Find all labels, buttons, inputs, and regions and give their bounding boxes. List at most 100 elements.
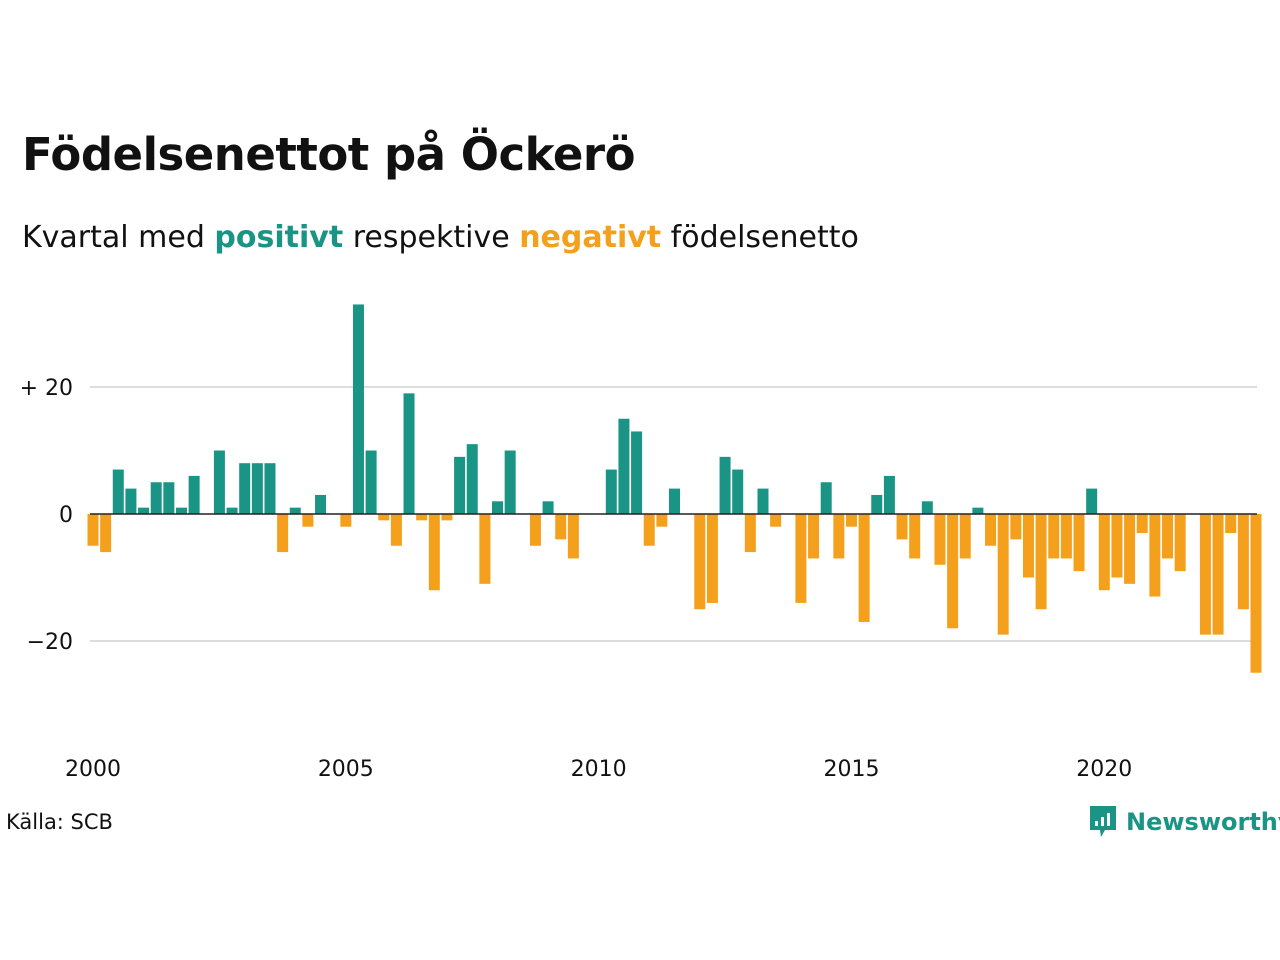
bar-negative bbox=[808, 514, 820, 559]
bar-negative bbox=[1022, 514, 1034, 578]
y-tick-label: −20 bbox=[27, 630, 73, 655]
bar-positive bbox=[1086, 488, 1098, 514]
bar-negative bbox=[833, 514, 845, 559]
bar-positive bbox=[883, 475, 895, 514]
bar-negative bbox=[1073, 514, 1085, 572]
y-tick-label: + 20 bbox=[20, 376, 73, 401]
bar-positive bbox=[757, 488, 769, 514]
brand-name: Newsworthy bbox=[1126, 808, 1280, 836]
bar-negative bbox=[947, 514, 959, 629]
bar-positive bbox=[315, 494, 327, 514]
bar-negative bbox=[441, 514, 453, 521]
subtitle-prefix: Kvartal med bbox=[22, 220, 215, 255]
bar-positive bbox=[732, 469, 744, 514]
bar-positive bbox=[871, 494, 883, 514]
bar-negative bbox=[656, 514, 668, 527]
bar-negative bbox=[1035, 514, 1047, 610]
bar-negative bbox=[1237, 514, 1249, 610]
bar-positive bbox=[352, 304, 364, 514]
bar-negative bbox=[567, 514, 579, 559]
bar-negative bbox=[1174, 514, 1186, 572]
bar-negative bbox=[100, 514, 112, 553]
bar-positive bbox=[264, 463, 276, 514]
bar-positive bbox=[820, 482, 832, 514]
bar-negative bbox=[858, 514, 870, 622]
bar-positive bbox=[125, 488, 137, 514]
bar-positive bbox=[365, 450, 377, 514]
bar-layer bbox=[87, 304, 1262, 673]
y-tick-label: 0 bbox=[59, 503, 73, 528]
bar-negative bbox=[909, 514, 921, 559]
bar-positive bbox=[150, 482, 162, 514]
bar-negative bbox=[694, 514, 706, 610]
bar-negative bbox=[959, 514, 971, 559]
bar-positive bbox=[226, 507, 238, 514]
bar-positive bbox=[138, 507, 150, 514]
bar-positive bbox=[492, 501, 504, 514]
chart-title: Födelsenettot på Öckerö bbox=[22, 128, 636, 181]
bar-negative bbox=[1010, 514, 1022, 540]
bar-negative bbox=[896, 514, 908, 540]
bar-positive bbox=[618, 418, 630, 514]
bar-positive bbox=[403, 393, 415, 514]
bar-positive bbox=[921, 501, 933, 514]
bar-negative bbox=[428, 514, 440, 591]
x-tick-label: 2010 bbox=[571, 757, 627, 782]
bar-positive bbox=[112, 469, 124, 514]
subtitle-negative: negativt bbox=[519, 220, 662, 255]
bar-negative bbox=[378, 514, 390, 521]
bar-negative bbox=[1111, 514, 1123, 578]
bar-positive bbox=[466, 444, 478, 514]
bar-negative bbox=[277, 514, 289, 553]
grid-layer bbox=[90, 386, 1257, 642]
bar-positive bbox=[504, 450, 516, 514]
bar-negative bbox=[1212, 514, 1224, 635]
bar-negative bbox=[744, 514, 756, 553]
newsworthy-logo-icon bbox=[1090, 806, 1116, 837]
bar-negative bbox=[529, 514, 541, 546]
bar-negative bbox=[1162, 514, 1174, 559]
bar-positive bbox=[188, 475, 200, 514]
bar-negative bbox=[1250, 514, 1262, 673]
bar-positive bbox=[289, 507, 301, 514]
x-tick-label: 2015 bbox=[823, 757, 879, 782]
source-note: Källa: SCB bbox=[6, 810, 113, 834]
x-tick-label: 2000 bbox=[65, 757, 121, 782]
bar-negative bbox=[706, 514, 718, 603]
subtitle-middle: respektive bbox=[343, 220, 520, 255]
bar-negative bbox=[390, 514, 402, 546]
bar-positive bbox=[454, 456, 466, 514]
bar-negative bbox=[845, 514, 857, 527]
subtitle-suffix: födelsenetto bbox=[661, 220, 859, 255]
bar-negative bbox=[555, 514, 567, 540]
bar-positive bbox=[972, 507, 984, 514]
bar-negative bbox=[479, 514, 491, 584]
bar-negative bbox=[1136, 514, 1148, 534]
bar-positive bbox=[542, 501, 554, 514]
bar-negative bbox=[997, 514, 1009, 635]
axis-layer: + 20 0 −20 2000 2005 2010 2015 2020 bbox=[20, 376, 1257, 782]
bar-negative bbox=[1199, 514, 1211, 635]
bar-negative bbox=[1060, 514, 1072, 559]
bar-positive bbox=[175, 507, 187, 514]
subtitle-positive: positivt bbox=[214, 220, 344, 255]
bar-positive bbox=[251, 463, 263, 514]
bar-positive bbox=[669, 488, 680, 514]
bar-negative bbox=[87, 514, 99, 546]
bar-positive bbox=[605, 469, 617, 514]
bar-negative bbox=[795, 514, 807, 603]
bar-negative bbox=[1225, 514, 1237, 534]
chart-subtitle: Kvartal med positivt respektive negativt… bbox=[22, 220, 859, 255]
brand-logo[interactable]: Newsworthy bbox=[1088, 802, 1280, 842]
bar-positive bbox=[213, 450, 225, 514]
bar-negative bbox=[1149, 514, 1161, 597]
bar-negative bbox=[1098, 514, 1110, 591]
bar-negative bbox=[1048, 514, 1060, 559]
x-tick-label: 2020 bbox=[1076, 757, 1132, 782]
bar-negative bbox=[934, 514, 946, 565]
bar-positive bbox=[163, 482, 175, 514]
bar-negative bbox=[340, 514, 352, 527]
bar-negative bbox=[770, 514, 782, 527]
bar-negative bbox=[416, 514, 428, 521]
